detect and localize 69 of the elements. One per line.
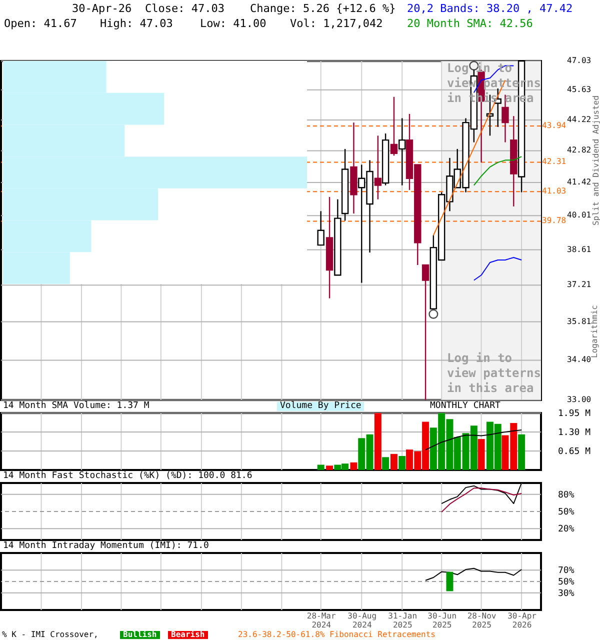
chart-title: 14 Month SMA Volume: 1.37 M [3,401,150,411]
text: 20,2 Bands: 38.20 , 47.42 [407,2,573,15]
y-axis-title: Split and Dividend Adjusted [592,95,600,226]
text: Bullish [120,630,160,639]
x-tick-label: 30-Aug 2024 [348,612,377,630]
y-tick-label: 20% [558,524,575,535]
y-tick-label: 42.82 [567,146,592,155]
bar [478,439,485,470]
text: MONTHLY CHART [430,401,500,411]
candlestick [390,96,398,156]
y-tick-label: 70% [558,566,575,576]
ref-line-label: 41.03 [542,186,566,196]
y-tick-label: 45.63 [567,84,592,94]
bar [382,457,390,470]
ref-line-label: 39.78 [542,216,566,226]
y-tick-label: 38.61 [567,244,592,254]
text: % K - IMI Crossover, [2,630,98,639]
bar [350,462,358,470]
bar [518,434,526,470]
bar [317,464,324,470]
y-tick-label: 41.42 [567,178,592,187]
text: Change: 5.26 {+12.6 %} [250,2,396,15]
candlestick [398,118,406,186]
x-tick-label: 30-Jun 2025 [428,612,457,630]
ref-line-label: 43.94 [542,121,566,130]
bar [390,454,398,470]
text: 20 Month SMA: 42.56 [407,17,533,30]
text: Volume By Price [277,401,364,411]
text: Low: 41.00 [200,17,266,30]
text: Close: 47.03 [145,2,224,15]
chart-title: 14 Month Fast Stochastic (%K) (%D): 100.0 81.6 [3,471,252,481]
y-tick-label: 34.40 [567,355,592,364]
y-tick-label: 1.95 M [558,409,592,419]
y-tick-label: 50% [558,578,575,588]
line-series [425,429,522,450]
text: 23.6-38.2-50-61.8% Fibonacci Retracements [238,630,436,639]
y-tick-label: 47.03 [567,56,592,65]
bar [326,466,334,470]
text: 30-Apr-26 [72,2,132,15]
candlestick [374,135,382,200]
y-tick-label: 40.01 [567,210,592,220]
y-tick-label: 35.81 [567,316,592,326]
y-tick-label: 50% [558,508,575,518]
x-tick-label: 31-Jan 2025 [388,612,418,630]
y-tick-label: 44.22 [567,114,592,124]
candlestick [422,264,430,401]
chart-title: 14 Month Intraday Momentum (IMI): 71.0 [3,541,209,551]
y-tick-label: 1.30 M [558,428,592,438]
ref-line-label: 42.31 [542,157,566,166]
x-tick-label: 28-Mar 2024 [306,612,336,630]
candlestick [317,210,324,246]
y-tick-label: 33.00 [567,395,592,404]
line-series [441,488,522,513]
bar [374,413,382,470]
text: Open: 41.67 [4,17,77,30]
x-tick-label: 30-Apr 2026 [508,612,537,630]
y-tick-label: 0.65 M [558,447,592,457]
line-series [473,256,522,281]
y-tick-label: 30% [558,588,575,599]
y-tick-label: 80% [558,490,575,500]
text: High: 47.03 [100,17,173,30]
text: Bearish [168,630,208,639]
text: Vol: 1,217,042 [290,17,383,30]
line-series [425,568,522,581]
x-tick-label: 28-Nov 2025 [467,612,496,630]
bar [398,456,406,470]
y-tick-label: 37.21 [567,280,592,290]
text: Logarithmic [590,305,599,358]
line-series [473,156,522,186]
